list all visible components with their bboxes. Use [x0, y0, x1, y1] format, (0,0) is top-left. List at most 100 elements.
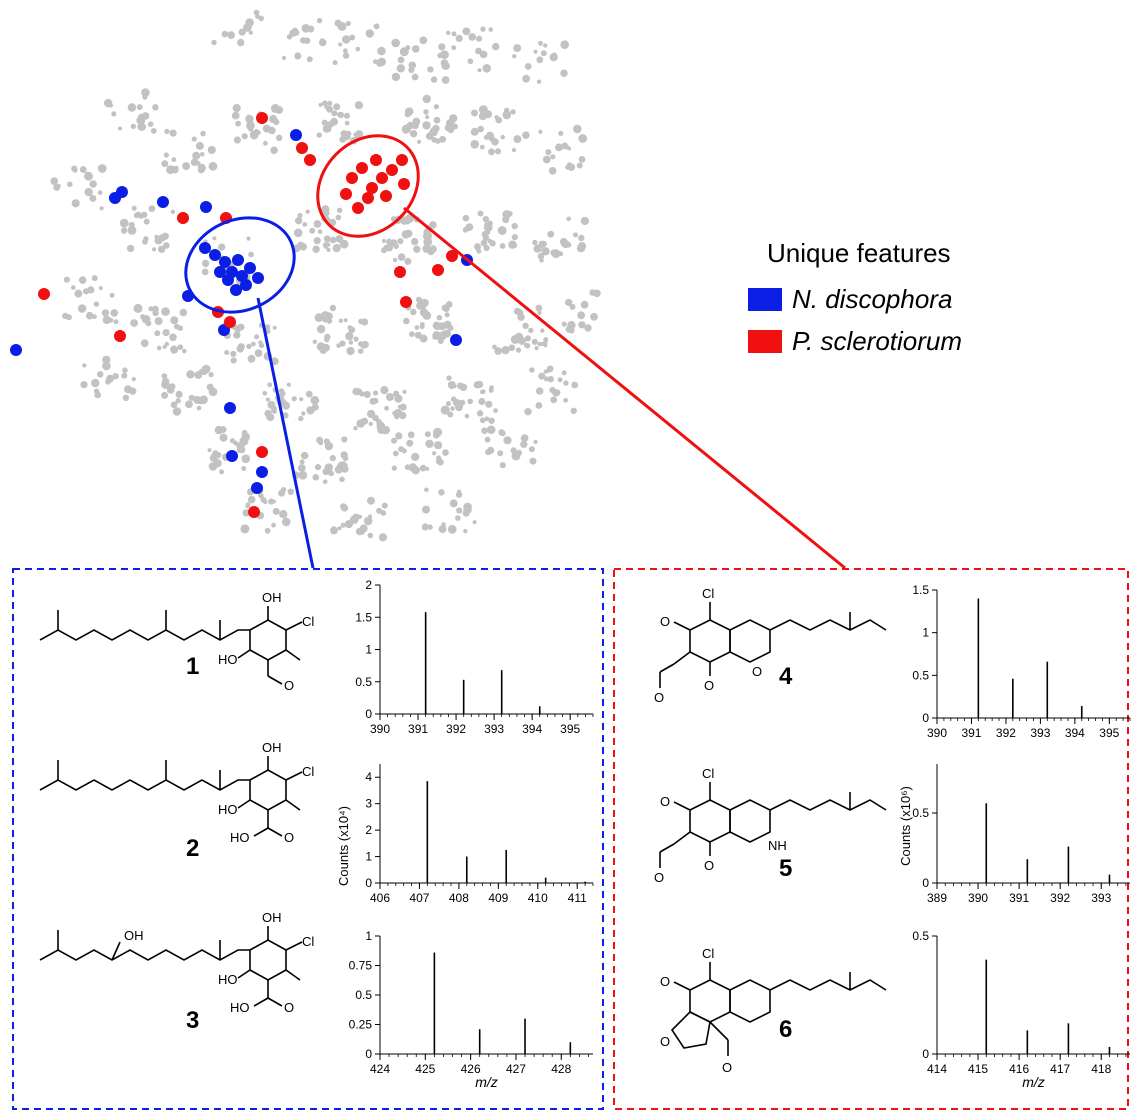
network-node-18-23: [465, 223, 474, 232]
network-node-19-17: [578, 234, 585, 242]
red-node-3: [376, 172, 388, 184]
svg-text:OH: OH: [262, 910, 282, 925]
network-node-2-13: [338, 42, 343, 47]
network-node-39-11: [421, 523, 429, 531]
red-node-17: [394, 266, 406, 278]
network-node-34-8: [339, 476, 345, 483]
network-node-31-21: [481, 389, 486, 394]
network-node-19-20: [573, 232, 578, 238]
network-node-21-20: [170, 345, 179, 354]
blue-node-15: [200, 201, 212, 213]
network-node-14-22: [140, 211, 148, 218]
network-node-26-12: [580, 300, 589, 309]
red-node-13: [296, 142, 308, 154]
network-node-23-21: [348, 340, 354, 345]
network-node-0-3: [238, 28, 246, 36]
network-node-24-26: [436, 314, 443, 321]
network-node-25-4: [508, 344, 516, 352]
network-node-24-18: [419, 324, 425, 330]
network-node-3-2: [419, 36, 428, 45]
network-node-15-6: [212, 236, 217, 241]
network-node-36-8: [481, 427, 488, 435]
structure-2: [39, 756, 303, 837]
blue-node-9: [252, 272, 264, 284]
network-node-33-14: [208, 462, 218, 471]
network-node-29-9: [278, 388, 285, 394]
network-node-19-4: [551, 249, 561, 259]
network-node-19-10: [566, 216, 571, 222]
network-node-18-18: [486, 230, 491, 235]
network-node-7-9: [192, 151, 201, 160]
network-node-3-16: [397, 56, 405, 64]
compound-number-5: 5: [779, 855, 793, 882]
molecular-network-scatter: [10, 9, 601, 542]
network-node-2-10: [342, 52, 350, 59]
network-node-6-10: [130, 123, 136, 130]
network-node-16-25: [323, 235, 331, 243]
network-node-20-9: [71, 285, 76, 290]
svg-text:Cl: Cl: [702, 586, 714, 601]
legend-swatch-blue: [748, 288, 782, 311]
blue-node-6: [232, 254, 244, 266]
network-node-36-1: [486, 425, 496, 435]
network-node-1-10: [294, 52, 302, 60]
network-node-22-5: [246, 343, 252, 350]
network-node-21-12: [145, 320, 152, 327]
network-node-35-6: [411, 466, 420, 475]
network-node-9-21: [336, 112, 341, 117]
network-node-0-1: [221, 30, 229, 38]
network-node-8-14: [232, 104, 241, 113]
network-node-9-15: [327, 121, 334, 128]
network-node-13-1: [50, 177, 59, 186]
network-node-27-12: [102, 355, 111, 364]
svg-text:HO: HO: [218, 652, 238, 667]
network-node-5-4: [543, 43, 548, 48]
network-node-12-13: [548, 167, 557, 175]
network-node-26-17: [561, 321, 567, 327]
network-node-11-13: [502, 110, 512, 120]
network-node-0-8: [237, 38, 245, 47]
network-node-6-3: [150, 127, 157, 134]
network-node-35-2: [391, 465, 397, 471]
network-node-28-17: [194, 371, 203, 379]
network-node-31-26: [489, 385, 494, 390]
network-node-14-2: [131, 205, 137, 211]
network-node-27-4: [112, 373, 119, 380]
svg-text:O: O: [660, 614, 670, 629]
network-node-19-2: [580, 216, 590, 226]
network-node-17-22: [429, 221, 437, 229]
network-node-6-12: [111, 111, 117, 117]
network-node-30-22: [376, 421, 386, 431]
network-node-34-2: [298, 471, 308, 480]
network-node-2-14: [377, 46, 386, 56]
blue-node-11: [230, 284, 242, 296]
red-node-2: [366, 182, 378, 194]
network-node-9-16: [344, 120, 350, 126]
network-node-4-14: [476, 35, 483, 42]
red-node-16: [256, 112, 268, 124]
network-node-30-28: [372, 397, 379, 404]
network-node-14-21: [120, 227, 128, 234]
network-node-39-14: [449, 499, 458, 508]
y-tick-label-2: 2: [365, 578, 372, 592]
network-node-17-11: [413, 245, 421, 253]
network-node-28-7: [172, 407, 182, 416]
network-node-32-9: [563, 380, 569, 386]
network-node-29-5: [299, 397, 304, 402]
network-node-22-12: [233, 331, 241, 339]
network-node-6-8: [141, 112, 150, 120]
network-node-24-15: [410, 308, 417, 316]
network-node-21-15: [162, 329, 170, 337]
network-node-20-3: [85, 311, 94, 320]
x-tick-label-393: 393: [1091, 891, 1111, 905]
network-node-10-15: [422, 94, 431, 104]
svg-text:Cl: Cl: [302, 614, 314, 629]
svg-text:O: O: [654, 870, 664, 885]
network-node-25-23: [534, 346, 539, 351]
blue-node-5: [244, 262, 256, 274]
network-node-0-0: [211, 39, 217, 46]
y-tick-label-0: 0: [922, 711, 929, 725]
network-node-28-11: [199, 395, 208, 405]
red-cluster-ellipse: [316, 134, 420, 238]
